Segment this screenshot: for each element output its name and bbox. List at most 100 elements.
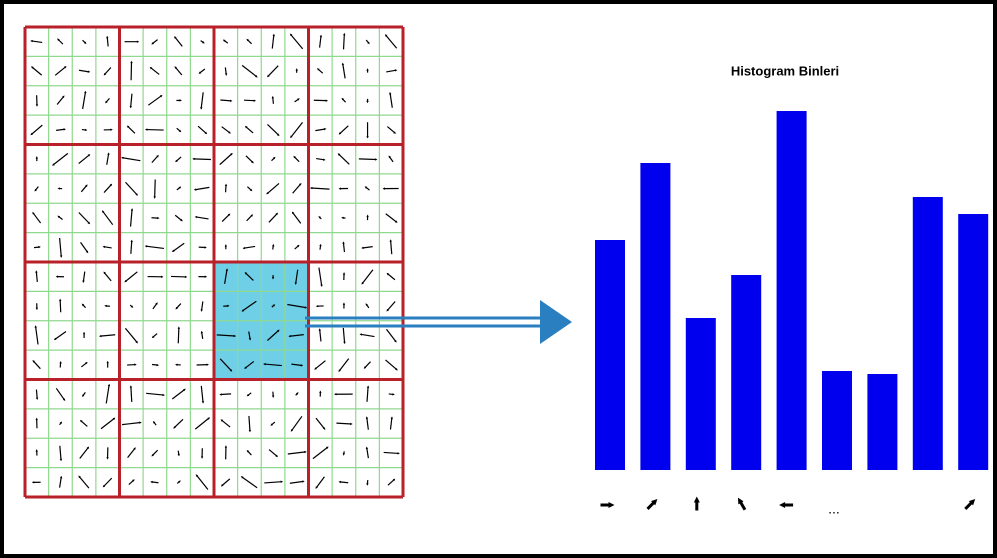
- arrow-tip: [271, 277, 275, 280]
- arrow-tip: [85, 184, 88, 188]
- arrow-tip: [35, 104, 39, 107]
- arrow-tip: [175, 159, 178, 163]
- gradient-arrow: [58, 476, 62, 488]
- bar: [867, 374, 898, 470]
- gradient-arrow: [59, 299, 62, 313]
- arrow-tip: [102, 484, 106, 488]
- arrow-tip: [366, 214, 369, 217]
- arrow-tip: [293, 155, 296, 159]
- arrow-tip: [35, 397, 39, 401]
- gradient-arrow: [338, 153, 350, 165]
- gradient-arrow: [342, 327, 346, 343]
- arrow-tip: [175, 363, 178, 366]
- gradient-arrow: [125, 181, 138, 196]
- arrow-tip: [304, 450, 307, 454]
- arrow-tip: [59, 298, 62, 302]
- arrow-tip: [57, 187, 60, 190]
- gradient-arrow: [221, 126, 231, 134]
- gradient-arrow: [154, 179, 156, 198]
- gradient-arrow: [100, 417, 115, 430]
- arrow-tip: [152, 420, 156, 424]
- arrow-tip: [271, 395, 275, 398]
- gradient-arrow: [248, 415, 251, 432]
- arrow-tip: [200, 309, 203, 312]
- gradient-arrow: [366, 447, 369, 459]
- gradient-arrow: [289, 480, 304, 484]
- gradient-arrow: [197, 125, 207, 134]
- arrow-tip: [104, 304, 107, 308]
- arrow-tip: [224, 244, 228, 247]
- arrow-tip: [30, 39, 33, 43]
- arrow-tip: [86, 446, 90, 450]
- gradient-arrow: [290, 34, 304, 50]
- arrow-tip: [192, 157, 195, 161]
- arrow-tip: [251, 160, 254, 164]
- arrow-tip: [112, 417, 116, 421]
- gradient-arrow: [200, 92, 204, 109]
- gradient-arrow: [129, 209, 133, 227]
- gradient-arrow: [364, 361, 371, 369]
- arrow-tip: [156, 154, 159, 158]
- arrow-tip: [31, 481, 35, 484]
- arrow-tip: [341, 97, 345, 101]
- gradient-arrow: [268, 213, 278, 223]
- arrow-tip: [233, 334, 237, 338]
- arrow-tip: [296, 392, 299, 395]
- arrow-tip: [62, 95, 65, 99]
- gradient-arrow: [177, 327, 180, 344]
- arrow-tip: [35, 449, 38, 452]
- arrow-tip: [98, 334, 102, 338]
- arrow-tip: [240, 476, 244, 479]
- arrow-tip: [296, 244, 300, 248]
- arrow-tip: [178, 480, 181, 483]
- arrow-tip: [78, 475, 81, 479]
- gradient-arrow: [130, 93, 133, 108]
- gradient-arrow: [220, 393, 232, 396]
- gradient-arrow: [193, 158, 211, 161]
- arrow-tip: [271, 95, 275, 99]
- gradient-arrow: [31, 66, 43, 76]
- arrow-tip: [139, 421, 142, 424]
- arrow-tip: [275, 212, 279, 216]
- arrow-tip: [375, 158, 378, 161]
- arrow-tip: [193, 188, 197, 191]
- gradient-arrow: [292, 183, 302, 194]
- arrow-tip: [288, 334, 291, 338]
- arrow-tip: [224, 183, 228, 187]
- arrow-tip: [207, 417, 211, 420]
- gradient-arrow: [242, 300, 257, 312]
- arrow-tip: [155, 302, 158, 305]
- arrow-tip: [228, 131, 231, 134]
- gradient-arrow: [216, 334, 235, 337]
- gradient-arrow: [78, 212, 90, 224]
- arrow-tip: [178, 186, 182, 189]
- arrow-tip: [132, 479, 135, 482]
- arrow-tip: [386, 308, 389, 312]
- arrow-tip: [315, 304, 319, 308]
- arrow-tip: [363, 366, 367, 369]
- arrow-tip: [342, 453, 346, 456]
- gradient-arrow: [80, 420, 88, 427]
- arrow-tip: [337, 153, 341, 156]
- arrow-tip: [62, 398, 66, 402]
- arrow-tip: [338, 369, 341, 372]
- arrow-tip: [394, 220, 398, 223]
- bar: [685, 318, 716, 470]
- arrow-tip: [366, 100, 369, 104]
- gradient-arrow: [31, 40, 43, 44]
- gradient-arrow: [295, 269, 299, 284]
- arrow-tip: [156, 363, 160, 367]
- arrow-tip: [34, 188, 37, 192]
- arrow-tip: [276, 133, 280, 137]
- arrow-tip: [35, 156, 39, 159]
- gradient-arrow: [56, 128, 65, 131]
- arrow-tip: [248, 338, 252, 341]
- arrow-tip: [32, 360, 35, 363]
- gradient-arrow: [319, 329, 322, 342]
- arrow-tip: [220, 484, 224, 487]
- arrow-tip: [319, 390, 322, 393]
- bar: [640, 163, 671, 470]
- gradient-arrow: [267, 123, 280, 136]
